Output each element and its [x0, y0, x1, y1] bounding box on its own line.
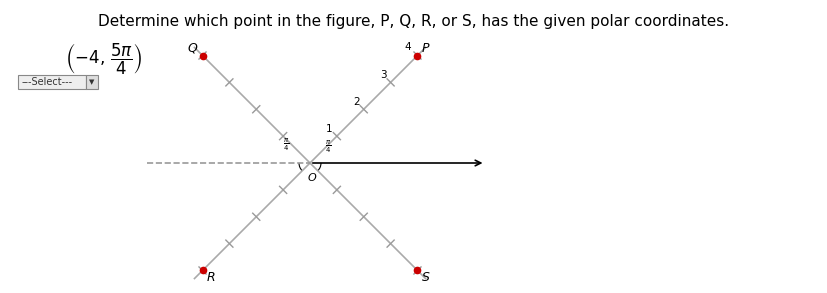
- Text: ---Select---: ---Select---: [22, 77, 73, 87]
- Text: 4: 4: [404, 42, 411, 52]
- Text: P: P: [421, 42, 428, 54]
- Text: 2: 2: [352, 97, 359, 107]
- Text: $\left(-4,\,\dfrac{5\pi}{4}\right)$: $\left(-4,\,\dfrac{5\pi}{4}\right)$: [65, 42, 142, 77]
- Text: $\frac{\pi}{4}$: $\frac{\pi}{4}$: [283, 136, 289, 153]
- Bar: [18, 75, 86, 89]
- Text: ▼: ▼: [89, 79, 94, 85]
- Text: O: O: [308, 173, 316, 183]
- Text: Determine which point in the figure, P, Q, R, or S, has the given polar coordina: Determine which point in the figure, P, …: [98, 14, 729, 29]
- Text: Q: Q: [188, 42, 198, 54]
- Text: S: S: [421, 272, 429, 285]
- Bar: [86, 75, 98, 89]
- Text: $\frac{\pi}{4}$: $\frac{\pi}{4}$: [324, 138, 331, 155]
- Text: R: R: [206, 272, 215, 285]
- Text: 1: 1: [326, 124, 332, 134]
- Text: 3: 3: [380, 70, 386, 80]
